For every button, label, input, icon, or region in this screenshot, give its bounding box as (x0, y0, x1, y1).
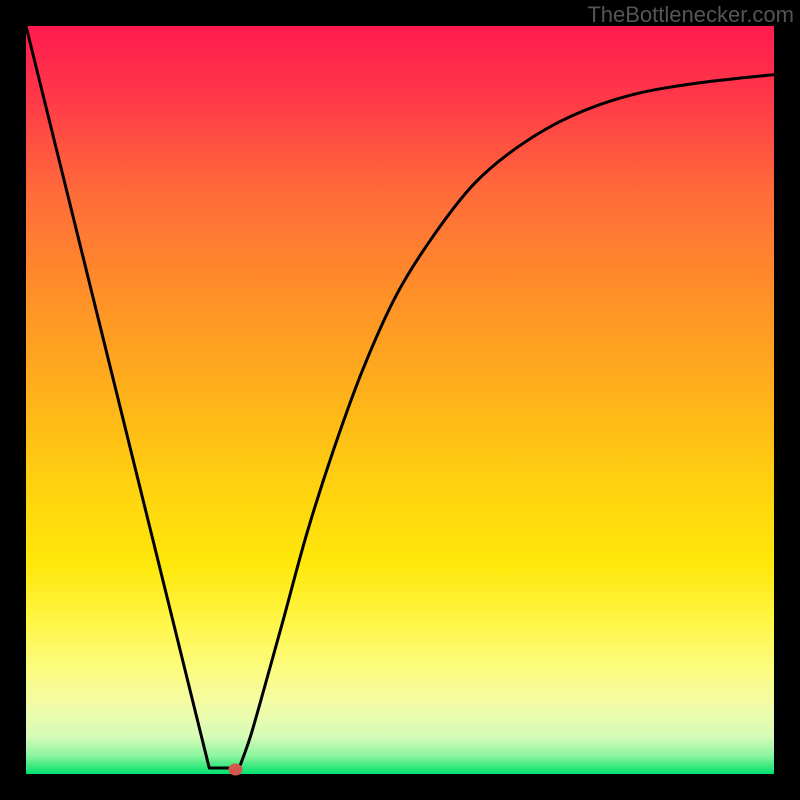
chart-container: TheBottlenecker.com (0, 0, 800, 800)
optimal-point-marker (228, 764, 242, 776)
bottleneck-chart (0, 0, 800, 800)
chart-background (26, 26, 774, 774)
watermark-text: TheBottlenecker.com (587, 2, 794, 28)
